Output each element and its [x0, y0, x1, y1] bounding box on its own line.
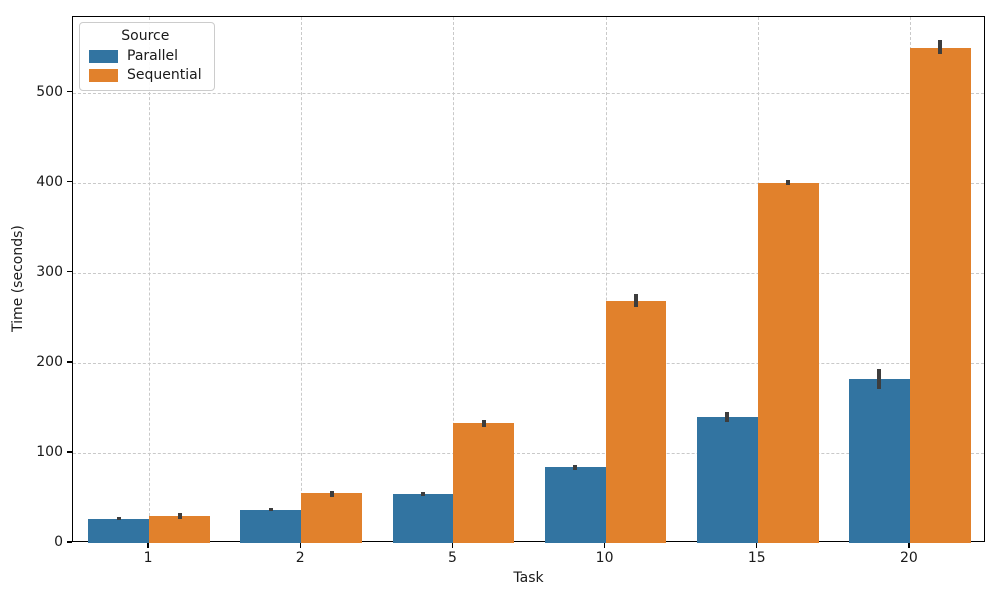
legend-swatch-sequential [89, 68, 118, 82]
legend-entry: Parallel [89, 48, 202, 64]
legend-label: Parallel [127, 48, 179, 64]
error-bar [420, 491, 425, 497]
error-bar [877, 369, 882, 389]
bar-sequential-5 [453, 423, 515, 543]
legend: Source Parallel Sequential [79, 22, 215, 91]
x-tick-label: 10 [595, 550, 614, 566]
y-tick-label: 200 [36, 353, 63, 370]
bar-sequential-15 [757, 182, 819, 543]
error-bar [116, 516, 121, 521]
bar-sequential-20 [909, 47, 971, 543]
bar-sequential-2 [301, 493, 363, 543]
y-tick-mark [67, 90, 72, 93]
x-tick-label: 1 [143, 550, 153, 566]
legend-entries: Parallel Sequential [89, 48, 202, 83]
y-tick-mark [67, 541, 72, 543]
bar-parallel-1 [88, 518, 150, 543]
error-bar [177, 513, 182, 519]
error-bar [481, 419, 486, 427]
h-gridline [73, 362, 984, 364]
error-bar [938, 39, 943, 54]
y-tick-mark [67, 451, 72, 453]
x-tick-label: 5 [447, 550, 457, 566]
error-bar [725, 411, 730, 423]
x-tick-label: 20 [899, 550, 918, 566]
v-gridline [301, 17, 303, 541]
v-gridline [605, 17, 607, 541]
y-tick-mark [67, 271, 72, 273]
x-tick-label: 2 [295, 550, 305, 566]
y-tick-label: 500 [36, 83, 63, 100]
bar-parallel-2 [240, 509, 302, 543]
y-tick-label: 0 [54, 534, 63, 550]
legend-label: Sequential [127, 67, 202, 83]
y-tick-mark [67, 361, 72, 363]
x-tick-mark [603, 543, 606, 548]
y-tick-label: 400 [36, 173, 63, 190]
y-tick-label: 100 [36, 443, 63, 460]
x-tick-mark [299, 543, 301, 548]
legend-swatch-parallel [89, 49, 118, 63]
h-gridline [73, 452, 984, 454]
x-axis-title: Task [513, 570, 544, 586]
error-bar [329, 490, 334, 498]
y-tick-mark [67, 181, 72, 183]
x-tick-mark [147, 543, 149, 548]
error-bar [573, 464, 578, 471]
legend-title: Source [121, 28, 170, 44]
error-bar [634, 293, 639, 307]
error-bar [786, 180, 791, 186]
x-tick-mark [908, 543, 910, 548]
h-gridline [73, 92, 984, 94]
bar-parallel-20 [849, 379, 910, 543]
legend-entry: Sequential [89, 67, 202, 83]
v-gridline [149, 17, 151, 541]
bar-sequential-10 [605, 300, 667, 543]
x-tick-mark [451, 543, 454, 548]
bar-parallel-10 [544, 467, 606, 543]
h-gridline [73, 182, 984, 184]
bar-parallel-5 [392, 494, 454, 543]
bar-sequential-1 [149, 515, 210, 543]
plot-area: Source Parallel Sequential [72, 16, 985, 543]
v-gridline [453, 17, 455, 541]
y-tick-label: 300 [36, 263, 63, 280]
h-gridline [73, 272, 984, 274]
bar-parallel-15 [696, 416, 758, 543]
x-tick-label: 15 [747, 550, 766, 566]
error-bar [268, 507, 273, 512]
x-tick-mark [756, 543, 758, 548]
